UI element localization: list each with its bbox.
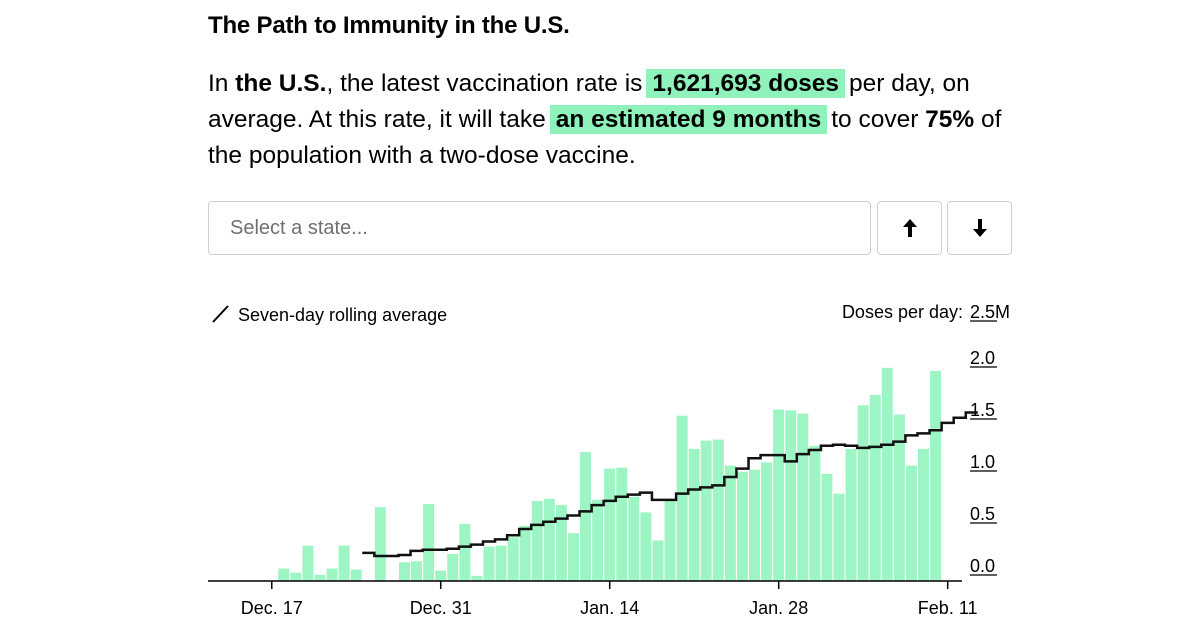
bars-layer <box>278 367 942 581</box>
dose-bar <box>736 471 748 581</box>
dose-bar <box>555 505 567 581</box>
dose-bar <box>592 499 604 581</box>
rolling-average-line <box>362 411 978 558</box>
y-axis-label: Doses per day: <box>842 302 963 322</box>
dose-bar <box>519 525 531 581</box>
dose-bar <box>580 452 592 581</box>
dose-bar <box>459 523 471 581</box>
dose-bar <box>616 467 628 581</box>
dose-bar <box>749 469 761 581</box>
doses-highlight: 1,621,693 doses <box>646 69 846 98</box>
dose-bar <box>567 533 579 581</box>
dose-bar <box>797 413 809 581</box>
summary-percent: 75% <box>925 106 975 133</box>
dose-bar <box>845 448 857 581</box>
dose-bar <box>338 545 350 581</box>
dose-bar <box>761 462 773 581</box>
summary-region: the U.S. <box>235 70 327 97</box>
dose-bar <box>290 572 302 581</box>
y-tick-label: 2.0 <box>970 348 995 368</box>
dose-bar <box>350 569 362 581</box>
dose-bar <box>724 465 736 581</box>
summary-text-4: to cover <box>831 106 926 133</box>
dose-bar <box>905 465 917 581</box>
dose-bar <box>821 473 833 581</box>
summary-text-5: of the population with a two-dose vaccin… <box>208 106 1002 169</box>
dose-bar <box>531 500 543 581</box>
dose-bar <box>833 493 845 581</box>
legend-line-icon <box>212 305 229 323</box>
dose-bar <box>857 405 869 581</box>
y-tick-label: 2.5M <box>970 302 1010 322</box>
dose-bar <box>917 448 929 581</box>
x-tick-label: Dec. 17 <box>241 598 303 618</box>
dose-bar <box>495 545 507 581</box>
legend: Seven-day rolling average <box>212 305 447 325</box>
dose-bar <box>881 367 893 581</box>
dose-bar <box>314 574 326 581</box>
x-tick-label: Jan. 28 <box>749 598 808 618</box>
dose-bar <box>700 440 712 581</box>
dose-bar <box>483 546 495 581</box>
dose-bar <box>471 575 483 581</box>
rolling-average-layer <box>362 411 978 558</box>
dose-bar <box>447 553 459 581</box>
dose-bar <box>676 415 688 581</box>
y-tick-label: 0.0 <box>970 556 995 576</box>
y-ticks-layer: 2.5M 2.0 1.5 1.0 0.5 0.0 <box>970 302 1010 576</box>
dose-bar <box>507 537 519 581</box>
dose-bar <box>543 498 555 581</box>
dose-bar <box>604 468 616 581</box>
x-ticks-layer: Dec. 17 Dec. 31 Jan. 14 Jan. 28 Feb. 11 <box>241 581 978 618</box>
sort-up-button[interactable] <box>877 201 942 255</box>
dose-bar <box>326 568 338 581</box>
y-tick-label: 0.5 <box>970 504 995 524</box>
dose-bar <box>712 439 724 581</box>
vaccination-summary: In the U.S., the latest vaccination rate… <box>208 66 1008 174</box>
dose-bar <box>640 512 652 581</box>
y-tick-label: 1.0 <box>970 452 995 472</box>
dose-bar <box>423 504 435 581</box>
dose-bar <box>664 500 676 581</box>
summary-text-1: In <box>208 70 236 97</box>
dose-bar <box>302 545 314 581</box>
dose-bar <box>374 507 386 581</box>
x-tick-label: Jan. 14 <box>580 598 639 618</box>
x-tick-label: Dec. 31 <box>410 598 472 618</box>
dose-bar <box>435 570 447 581</box>
arrow-down-icon <box>972 219 987 237</box>
dose-bar <box>278 568 290 581</box>
arrow-up-icon <box>902 219 917 237</box>
dose-bar <box>398 562 410 581</box>
dose-bar <box>809 445 821 581</box>
dose-bar <box>411 561 423 581</box>
x-tick-label: Feb. 11 <box>918 598 978 618</box>
dose-bar <box>893 414 905 581</box>
dose-bar <box>869 394 881 581</box>
state-select-input[interactable] <box>208 201 871 255</box>
y-tick-label: 1.5 <box>970 400 995 420</box>
dose-bar <box>652 540 664 581</box>
sort-down-button[interactable] <box>947 201 1012 255</box>
dose-bar <box>930 370 942 581</box>
estimate-highlight: an estimated 9 months <box>549 105 828 134</box>
dose-bar <box>785 410 797 581</box>
dose-bar <box>773 409 785 581</box>
summary-text-2: , the latest vaccination rate is <box>326 70 643 97</box>
summary-text-3: per day, on average. At this rate, it wi… <box>208 70 970 133</box>
legend-label: Seven-day rolling average <box>238 305 447 325</box>
page-title: The Path to Immunity in the U.S. <box>208 12 570 39</box>
dose-bar <box>628 496 640 581</box>
dose-bar <box>688 448 700 581</box>
